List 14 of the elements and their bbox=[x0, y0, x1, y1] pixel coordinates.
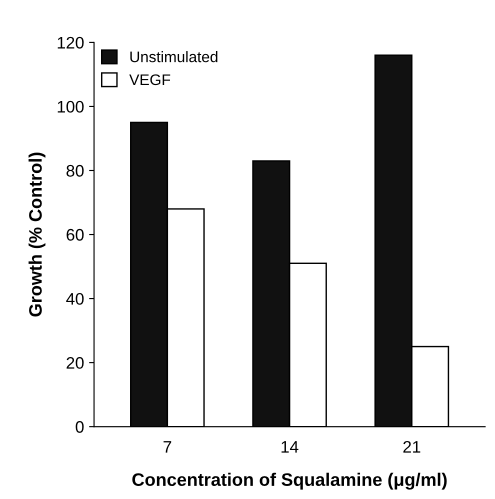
y-tick-label: 40 bbox=[66, 292, 84, 305]
y-tick-label: 0 bbox=[76, 421, 84, 433]
y-axis-title: Growth (% Control) bbox=[28, 152, 46, 317]
x-tick-label: 7 bbox=[164, 441, 172, 453]
legend-label: Unstimulated bbox=[130, 51, 218, 62]
y-tick-label: 120 bbox=[58, 36, 84, 49]
y-tick-label: 80 bbox=[66, 164, 84, 177]
legend-label: VEGF bbox=[129, 74, 170, 86]
x-axis-title: Concentration of Squalamine (μg/ml) bbox=[132, 472, 447, 490]
x-tick-label: 21 bbox=[403, 440, 420, 453]
y-tick-label: 60 bbox=[66, 228, 84, 241]
y-tick-label: 100 bbox=[58, 100, 84, 113]
y-tick-label: 20 bbox=[66, 357, 84, 369]
x-tick-label: 14 bbox=[282, 441, 298, 453]
